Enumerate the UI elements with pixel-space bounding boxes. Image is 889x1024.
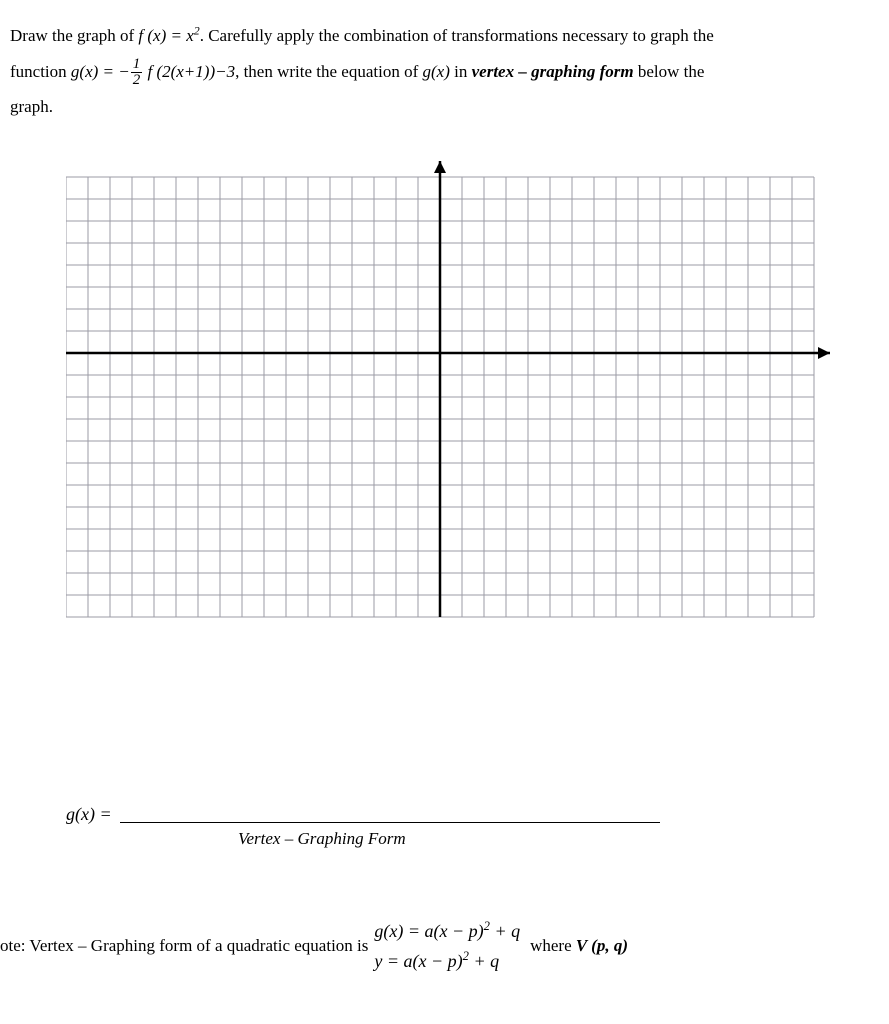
form-label: Vertex – Graphing Form	[238, 829, 889, 849]
note-row: ote: Vertex – Graphing form of a quadrat…	[0, 916, 628, 976]
math-gx: g(x)	[423, 62, 450, 81]
math-gx-def: g(x) = −12 f (2(x+1))−3	[71, 62, 235, 81]
text-segment: below the	[634, 62, 705, 81]
text-segment: function	[10, 62, 71, 81]
answer-label: g(x) =	[66, 804, 116, 824]
coordinate-grid	[66, 161, 889, 626]
vertex-form-emphasis: vertex – graphing form	[472, 62, 634, 81]
problem-statement: Draw the graph of f (x) = x2. Carefully …	[10, 18, 889, 125]
text-segment: Draw the graph of	[10, 26, 138, 45]
answer-blank	[120, 822, 660, 823]
note-where: where V (p, q)	[530, 936, 628, 956]
grid-svg	[66, 161, 834, 621]
text-segment: , then write the equation of	[235, 62, 422, 81]
note-equations: g(x) = a(x − p)2 + q y = a(x − p)2 + q	[374, 916, 520, 976]
note-prefix: ote: Vertex – Graphing form of a quadrat…	[0, 936, 368, 956]
text-segment: . Carefully apply the combination of tra…	[200, 26, 714, 45]
note-eq1: g(x) = a(x − p)2 + q	[374, 916, 520, 946]
math-fx: f (x) = x2	[138, 26, 199, 45]
text-segment: in	[450, 62, 472, 81]
text-segment: graph.	[10, 97, 53, 116]
answer-row: g(x) =	[66, 804, 889, 825]
note-eq2: y = a(x − p)2 + q	[374, 946, 520, 976]
